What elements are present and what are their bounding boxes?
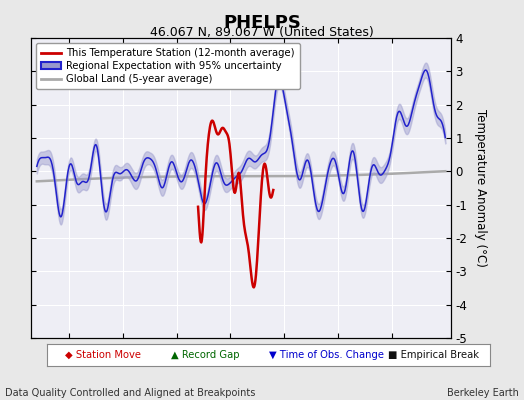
Text: PHELPS: PHELPS <box>223 14 301 32</box>
Text: ▼ Time of Obs. Change: ▼ Time of Obs. Change <box>268 350 384 360</box>
Text: ■ Empirical Break: ■ Empirical Break <box>388 350 479 360</box>
Text: Berkeley Earth: Berkeley Earth <box>447 388 519 398</box>
Text: 46.067 N, 89.067 W (United States): 46.067 N, 89.067 W (United States) <box>150 26 374 39</box>
Y-axis label: Temperature Anomaly (°C): Temperature Anomaly (°C) <box>474 109 487 267</box>
Text: ▲ Record Gap: ▲ Record Gap <box>171 350 239 360</box>
Legend: This Temperature Station (12-month average), Regional Expectation with 95% uncer: This Temperature Station (12-month avera… <box>37 43 300 89</box>
Text: Data Quality Controlled and Aligned at Breakpoints: Data Quality Controlled and Aligned at B… <box>5 388 256 398</box>
Text: ◆ Station Move: ◆ Station Move <box>65 350 141 360</box>
